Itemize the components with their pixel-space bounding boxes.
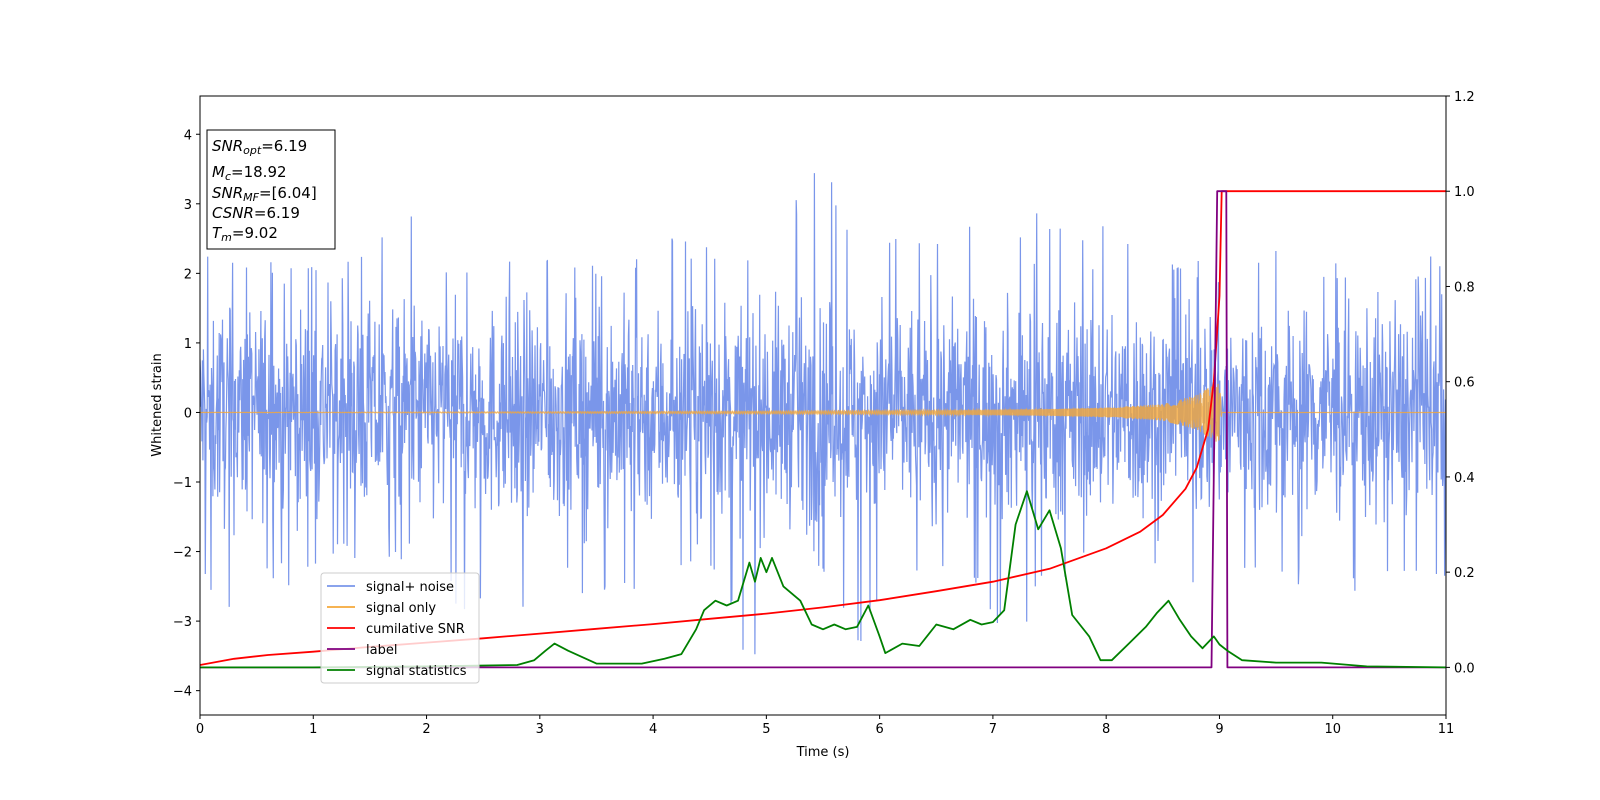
info-snr-mf: SNRMF=[6.04]	[212, 184, 317, 204]
y-tick-label: 2	[184, 267, 192, 282]
legend-label: signal statistics	[366, 664, 467, 679]
info-tm-sub: m	[221, 231, 232, 244]
y2-tick-label: 0.4	[1454, 471, 1475, 486]
y2-tick-label: 0.2	[1454, 566, 1475, 581]
x-tick-label: 1	[309, 722, 317, 737]
x-tick-label: 9	[1215, 722, 1223, 737]
info-csnr-value: =6.19	[254, 204, 300, 222]
x-axis-label: Time (s)	[796, 745, 850, 760]
x-tick-label: 7	[989, 722, 997, 737]
info-snr-opt-sub: opt	[243, 144, 262, 157]
legend-label: signal+ noise	[366, 580, 454, 595]
legend-frame	[320, 572, 480, 684]
info-snr-mf-sub: MF	[243, 191, 259, 204]
y-tick-label: 0	[184, 406, 192, 421]
y-axis-label: Whitened strain	[150, 353, 165, 456]
axes-ticks: 0 1 2 3 4 5 6 7 8 9 10 11 −4 −3 −2 −1 0 1 2 3 4 0.0 0.2 0.4 0.6 0…	[173, 90, 1475, 737]
y2-tick-label: 0.0	[1454, 661, 1475, 676]
info-csnr-name: CSNR	[212, 204, 254, 222]
legend: signal+ noise signal only cumilative SNR la…	[320, 572, 480, 684]
x-tick-label: 0	[196, 722, 204, 737]
axes-frame	[199, 95, 1447, 716]
y-tick-label: −2	[173, 546, 192, 561]
y2-tick-label: 0.8	[1454, 280, 1475, 295]
y-tick-label: −4	[173, 685, 192, 700]
info-snr-mf-name: SNR	[212, 184, 243, 202]
series-signal-statistics-line	[200, 490, 1446, 669]
x-tick-label: 10	[1324, 722, 1341, 737]
y-tick-label: 3	[184, 198, 192, 213]
x-tick-label: 6	[875, 722, 883, 737]
info-snr-opt: SNRopt=6.19	[212, 137, 307, 157]
info-snr-mf-value: =[6.04]	[259, 184, 317, 202]
y-tick-label: 1	[184, 337, 192, 352]
y-tick-label: 4	[184, 128, 192, 143]
y2-tick-label: 1.0	[1454, 185, 1475, 200]
x-tick-label: 3	[536, 722, 544, 737]
series-signal-noise-line	[200, 173, 1446, 655]
info-tm: Tm=9.02	[212, 224, 278, 244]
series-signal-only-line	[200, 383, 1446, 442]
info-mc: Mc=18.92	[212, 163, 287, 183]
x-tick-label: 11	[1438, 722, 1455, 737]
x-tick-label: 4	[649, 722, 657, 737]
y2-tick-label: 1.2	[1454, 90, 1475, 105]
info-csnr: CSNR=6.19	[212, 204, 300, 222]
legend-label: cumilative SNR	[366, 622, 465, 637]
y-tick-label: −3	[173, 615, 192, 630]
info-snr-opt-value: =6.19	[261, 137, 307, 155]
x-tick-label: 5	[762, 722, 770, 737]
y-tick-label: −1	[173, 476, 192, 491]
legend-label: label	[366, 643, 397, 658]
series-label-line	[200, 190, 1446, 669]
info-mc-sub: c	[225, 170, 231, 183]
info-snr-opt-name: SNR	[212, 137, 243, 155]
info-mc-name: M	[212, 163, 225, 181]
x-tick-label: 2	[422, 722, 430, 737]
info-box: SNRopt=6.19 Mc=18.92 SNRMF=[6.04] CSNR=6…	[206, 129, 336, 250]
x-tick-label: 8	[1102, 722, 1110, 737]
info-mc-value: =18.92	[231, 163, 287, 181]
legend-label: signal only	[366, 601, 436, 616]
info-tm-name: T	[212, 224, 223, 242]
info-tm-value: =9.02	[232, 224, 278, 242]
y2-tick-label: 0.6	[1454, 376, 1475, 391]
